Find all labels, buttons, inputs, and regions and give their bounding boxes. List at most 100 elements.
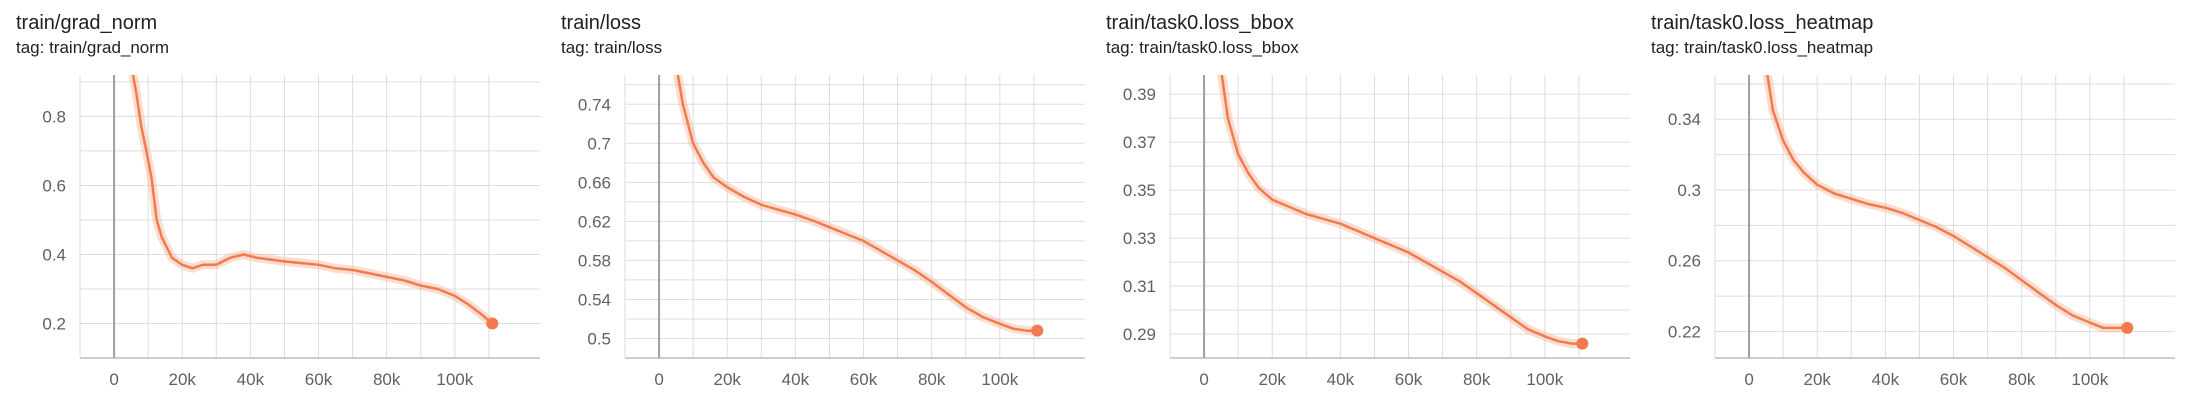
data-point [1220,69,1222,71]
data-point [1765,65,1767,67]
data-point [1458,280,1461,283]
data-point [964,306,967,309]
data-point [1526,328,1529,331]
data-point [130,63,132,65]
series-line[interactable] [1220,70,1583,345]
raw-series-band [128,75,496,327]
data-point [402,279,405,282]
chart-plot[interactable]: 0 20k 40k 60k 80k 100k 0.2 0.4 0.6 0.8 [0,0,545,404]
chart-title: train/grad_norm [16,12,158,34]
y-tick-label: 0.4 [42,245,66,264]
data-point [2088,321,2092,324]
y-tick-label: 0.22 [1668,322,1701,341]
data-point [726,186,729,189]
data-point [2102,326,2105,330]
data-point [1390,244,1393,247]
data-point [283,260,286,263]
chart-panel-loss-heatmap: train/task0.loss_heatmap tag: train/task… [1635,0,2190,404]
x-tick-label: 0 [109,370,118,389]
chart-plot[interactable]: 0 20k 40k 60k 80k 100k 0.5 0.54 0.58 0.62 0.66 0.7 0… [545,0,1090,404]
y-tick-label: 0.37 [1123,133,1156,152]
data-point [1867,202,1870,206]
data-point [712,176,715,179]
data-point [1901,211,1904,215]
data-point [794,213,797,216]
chart-plot[interactable]: 0 20k 40k 60k 80k 100k 0.29 0.31 0.33 0.35 0.37 0.3… [1090,0,1635,404]
series-line[interactable] [1766,66,2128,330]
data-point [1557,340,1560,343]
data-point [1509,316,1512,319]
data-point [1918,218,1921,222]
data-point [998,322,1002,326]
data-point [1492,304,1495,307]
y-tick-label: 0.54 [578,290,611,309]
data-point [467,303,470,306]
data-point [2020,278,2023,282]
y-tick-label: 0.58 [578,251,611,270]
data-point [155,218,158,222]
data-point [436,287,439,291]
chart-panel-grad-norm: train/grad_norm tag: train/grad_norm 0 20… [0,0,545,404]
chart-tag: tag: train/grad_norm [16,38,170,57]
data-point [215,263,218,267]
data-point [228,256,232,260]
x-tick-label: 40k [1872,370,1900,389]
data-point [150,177,153,180]
x-tick-label: 0 [1199,370,1208,389]
data-point [419,284,422,287]
data-point [760,203,763,206]
data-point [691,142,695,145]
data-point [1356,229,1359,233]
data-point [1570,342,1574,345]
chart-plot[interactable]: 0 20k 40k 60k 80k 100k 0.22 0.26 0.3 0.34 [1635,0,2190,404]
data-point [1986,255,1989,259]
chart-panel-loss: train/loss tag: train/loss 0 20k 40k 60k 80k… [545,0,1090,404]
data-point [702,161,705,165]
chart-title: train/task0.loss_bbox [1106,12,1294,34]
data-point [913,268,916,272]
chart-tag: tag: train/loss [561,38,663,57]
data-point [681,103,685,106]
data-point [1771,109,1775,112]
data-point [1952,234,1955,238]
last-point-marker[interactable] [2121,321,2134,334]
grid [80,75,540,359]
data-point [1226,116,1230,120]
last-point-marker[interactable] [1031,324,1044,337]
raw-series-band [1217,75,1583,349]
data-point [334,267,337,270]
data-point [1969,245,1972,248]
data-point [1833,192,1836,195]
x-tick-label: 0 [1744,370,1753,389]
data-point [1305,212,1308,216]
last-point-marker[interactable] [1576,337,1589,350]
data-point [1935,225,1938,229]
series-line[interactable] [676,65,1038,332]
x-tick-label: 100k [436,370,473,389]
y-tick-label: 0.2 [42,314,66,333]
data-point [1236,152,1240,156]
y-tick-label: 0.39 [1123,85,1156,104]
data-point [135,91,138,94]
data-point [1802,171,1805,174]
x-tick-label: 40k [782,370,810,389]
data-point [777,208,780,211]
data-point [828,226,831,229]
data-point [1247,172,1250,175]
y-tick-label: 0.66 [578,173,611,192]
y-tick-label: 0.26 [1668,252,1701,271]
raw-series-band [673,75,1038,336]
data-point [947,293,950,296]
data-point [1257,186,1260,189]
last-point-marker[interactable] [486,317,499,330]
data-point [191,267,194,270]
data-point [1339,222,1342,225]
x-tick-label: 80k [1463,370,1491,389]
chart-title: train/task0.loss_heatmap [1651,12,1874,34]
data-point [1475,292,1478,295]
data-point [1850,197,1853,201]
data-point [385,275,388,279]
x-tick-label: 60k [850,370,878,389]
data-point [2054,303,2057,307]
data-point [1816,183,1819,186]
